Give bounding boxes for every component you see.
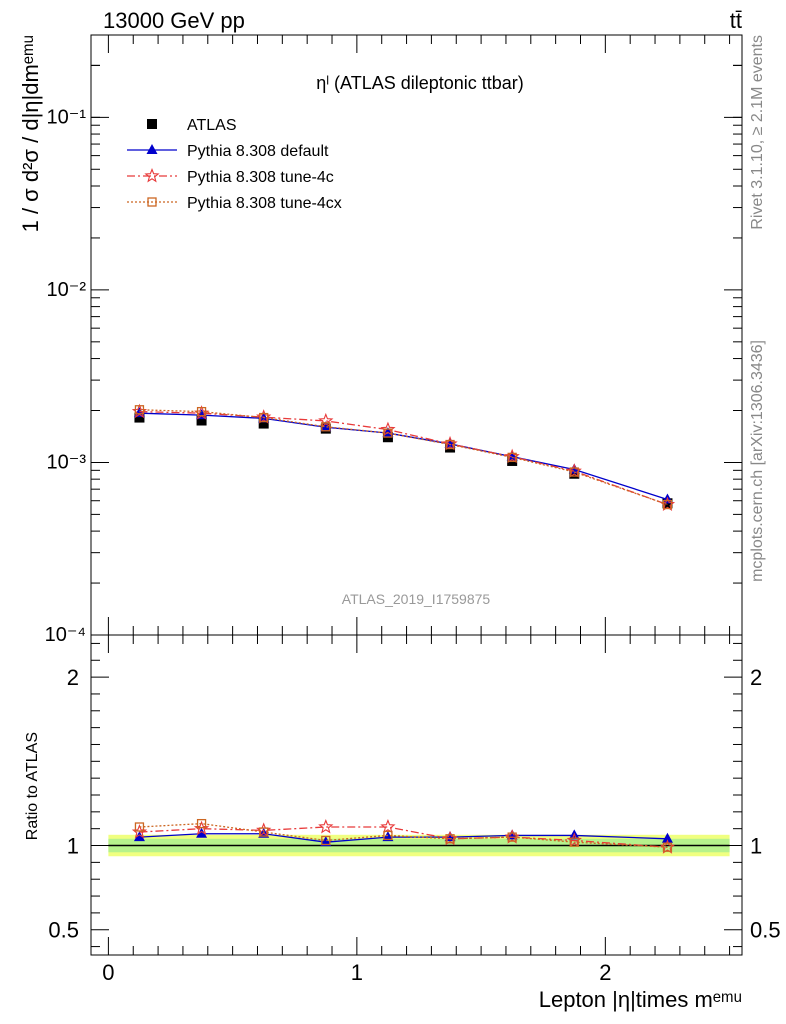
legend-entry: Pythia 8.308 default [127, 143, 329, 160]
ratio-axis-ticks [91, 635, 742, 955]
ratio-point [196, 827, 208, 838]
ratio-point [134, 822, 145, 832]
series-pythia-8-308-tune-4cx [134, 405, 673, 510]
data-point [196, 406, 207, 417]
ratio-y-axis-label: Ratio to ATLAS [24, 732, 41, 840]
data-point [569, 467, 579, 477]
data-point [259, 412, 269, 423]
data-point [504, 448, 520, 464]
ratio-y-tick-labels: 0.5 0.5 1 1 2 2 [48, 665, 780, 943]
ratio-point [507, 832, 517, 842]
ratio-x-tick-labels: 0 1 2 [102, 960, 611, 985]
ratio-series [131, 818, 676, 854]
ratio-series-pythia-8-308-tune-4cx [134, 818, 673, 852]
ratio-series-pythia-8-308-tune-4c [131, 818, 676, 854]
main-y-axis-label: 1 / σ d²σ / d|η|dmᵉᵐᵘ [18, 35, 43, 232]
legend-marker [146, 144, 158, 154]
ratio-line [139, 826, 668, 848]
y-tick-label: 10⁻³ [47, 451, 87, 473]
series-line [139, 412, 668, 501]
series-atlas [134, 412, 673, 509]
ratio-panel-frame [90, 634, 743, 956]
legend-entry: Pythia 8.308 tune-4c [127, 167, 334, 186]
ratio-point [382, 831, 394, 842]
x-axis-label: Lepton |η|times mᵉᵐᵘ [539, 987, 742, 1012]
data-point [196, 415, 207, 426]
process-label: tt̄ [730, 8, 742, 33]
ratio-point [196, 818, 207, 829]
y-tick-label-right: 1 [750, 834, 762, 859]
y-tick-label: 10⁻² [47, 279, 87, 301]
main-series [131, 403, 676, 512]
data-point [662, 499, 673, 510]
series-pythia-8-308-default [133, 407, 673, 504]
legend-marker [147, 197, 157, 207]
legend-label: Pythia 8.308 tune-4cx [187, 195, 342, 212]
ratio-point [380, 818, 396, 834]
y-tick-label: 10⁻¹ [47, 106, 87, 128]
data-point [258, 418, 269, 429]
series-line [139, 409, 668, 506]
legend-entry: Pythia 8.308 tune-4cx [127, 195, 342, 212]
ratio-point [445, 834, 455, 844]
rivet-version-label: Rivet 3.1.10, ≥ 2.1M events [749, 35, 766, 230]
y-tick-label-right: 2 [750, 665, 762, 690]
ratio-point [256, 822, 272, 837]
y-tick-label: 10⁻⁴ [45, 624, 86, 646]
data-point [445, 439, 455, 450]
ratio-point [662, 842, 673, 852]
legend-label: Pythia 8.308 tune-4c [187, 169, 334, 186]
ratio-point [131, 824, 148, 839]
legend-entry: ATLAS [147, 117, 237, 134]
ratio-point [259, 827, 269, 837]
ratio-point [566, 832, 582, 847]
series-pythia-8-308-tune-4c [131, 403, 676, 512]
data-point [196, 409, 208, 420]
ratio-point [321, 835, 331, 846]
legend-marker [144, 167, 160, 183]
data-point [566, 463, 582, 478]
energy-label: 13000 GeV pp [103, 8, 245, 33]
ratio-point [504, 829, 520, 844]
y-tick-label: 2 [67, 665, 79, 690]
data-point [507, 452, 517, 463]
legend-label: Pythia 8.308 default [187, 143, 329, 160]
main-axis-ticks [91, 34, 742, 636]
data-point [442, 435, 458, 451]
data-point [380, 421, 396, 437]
y-tick-label: 0.5 [48, 918, 79, 943]
chart-title: ηˡ (ATLAS dileptonic ttbar) [316, 73, 524, 93]
legend-marker [147, 119, 157, 129]
ratio-point [569, 837, 579, 847]
data-point [321, 422, 331, 432]
x-tick-label: 1 [351, 960, 363, 985]
data-point [318, 412, 334, 428]
ratio-line [139, 822, 668, 848]
ratio-point [659, 839, 676, 854]
x-tick-label: 0 [102, 960, 114, 985]
ratio-point [442, 830, 458, 846]
legend-label: ATLAS [187, 117, 237, 134]
data-point [134, 405, 145, 415]
analysis-watermark: ATLAS_2019_I1759875 [342, 591, 491, 607]
data-point [134, 412, 145, 423]
ratio-point [193, 820, 210, 836]
data-point [383, 428, 393, 438]
series-line [139, 410, 668, 506]
data-point [256, 409, 272, 424]
y-tick-label: 1 [67, 834, 79, 859]
x-tick-label: 2 [599, 960, 611, 985]
legend: ATLAS Pythia 8.308 default Pythia 8.308 tu… [127, 117, 342, 212]
y-tick-label-right: 0.5 [750, 918, 781, 943]
ratio-point [383, 830, 393, 841]
mcplots-label: mcplots.cern.ch [arXiv:1306.3436] [749, 340, 766, 582]
ratio-point [320, 836, 332, 847]
ratio-point [133, 831, 145, 842]
data-point [320, 421, 332, 432]
ratio-point [661, 832, 673, 843]
ratio-point [318, 818, 334, 834]
main-y-tick-labels: 10⁻⁴ 10⁻³ 10⁻² 10⁻¹ [45, 106, 87, 646]
